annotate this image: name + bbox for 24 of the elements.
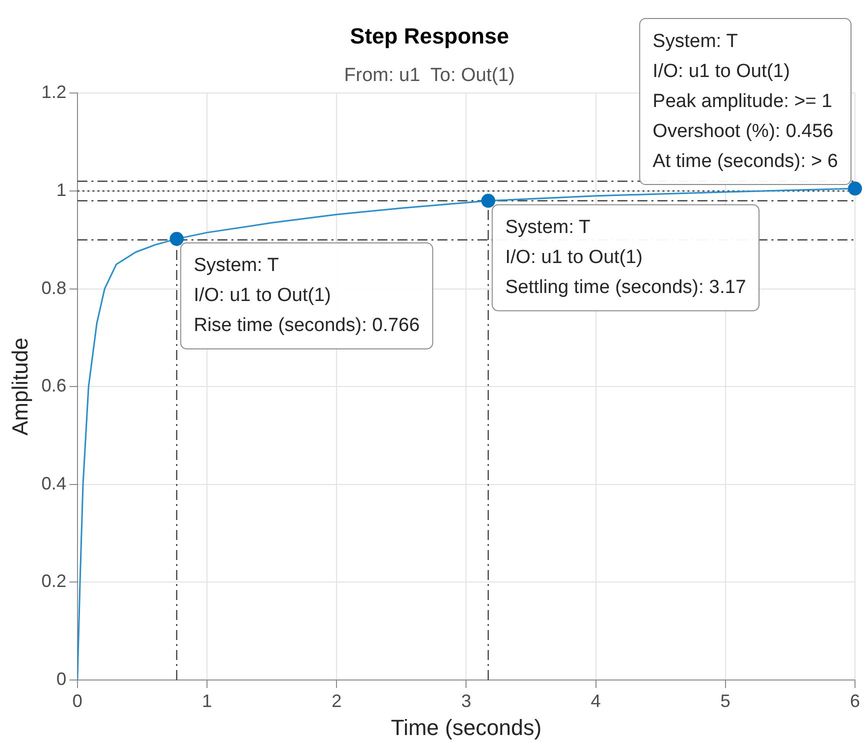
point [170,232,184,246]
x-tick-label: 4 [590,690,601,711]
y-tick-label: 0.6 [41,376,66,396]
x-tick-label: 5 [720,690,730,711]
y-tick-label: 0.4 [41,473,66,494]
y-tick-label: 1 [56,180,66,200]
point [481,194,496,208]
x-tick-label: 2 [332,690,342,711]
annotation: System: T I/O: u1 to Out(1) Settling time (seconds): 3.17 [505,217,746,298]
y-tick-label: 0.8 [41,278,66,298]
chart-subtitle: From: u1 To: Out(1) [344,65,515,86]
x-tick-label: 0 [72,690,82,711]
x-tick-label: 3 [461,690,472,711]
annotation: System: T I/O: u1 to Out(1) Rise time (seconds): 0.766 [194,255,420,336]
point [848,182,862,196]
x-axis-title: Time (seconds) [390,714,542,740]
chart-title: Step Response [350,23,509,48]
y-tick-label: 1.2 [41,82,66,102]
y-tick-label: 0.2 [41,571,66,592]
y-tick-label: 0 [56,668,66,689]
annotation: System: T I/O: u1 to Out(1) Peak amplitude: >= 1 Overshoot (%): 0.456 At time (seconds): > 6 [652,30,838,172]
x-tick-label: 6 [850,690,860,711]
y-axis-title: Amplitude [7,338,32,436]
x-tick-label: 1 [202,690,212,711]
